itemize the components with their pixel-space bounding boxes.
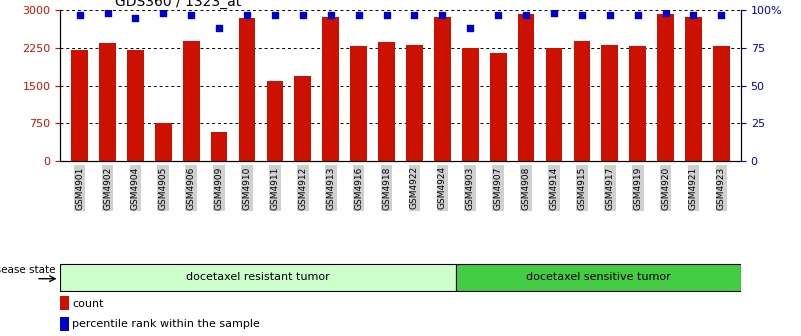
Text: GSM4924: GSM4924 xyxy=(438,166,447,209)
Point xyxy=(603,12,616,17)
Bar xyxy=(685,17,702,161)
Text: GSM4913: GSM4913 xyxy=(326,166,336,210)
Text: count: count xyxy=(72,299,103,308)
Text: GSM4922: GSM4922 xyxy=(410,166,419,209)
Text: GSM4907: GSM4907 xyxy=(493,166,503,210)
Text: GSM4915: GSM4915 xyxy=(578,166,586,210)
Point xyxy=(464,26,477,31)
Text: GSM4902: GSM4902 xyxy=(103,166,112,210)
Bar xyxy=(350,46,367,161)
Text: GSM4908: GSM4908 xyxy=(521,166,530,210)
Text: GSM4912: GSM4912 xyxy=(298,166,308,210)
Text: GSM4921: GSM4921 xyxy=(689,166,698,210)
Text: disease state: disease state xyxy=(0,265,55,275)
Point xyxy=(380,12,393,17)
Bar xyxy=(630,46,646,161)
Bar xyxy=(60,317,69,331)
Point xyxy=(324,12,337,17)
Point xyxy=(520,12,533,17)
Point xyxy=(659,10,672,16)
Text: GSM4903: GSM4903 xyxy=(465,166,475,210)
Bar xyxy=(60,296,69,310)
Text: GSM4920: GSM4920 xyxy=(661,166,670,210)
Bar xyxy=(99,43,116,161)
Text: GSM4914: GSM4914 xyxy=(549,166,558,210)
Bar xyxy=(434,16,451,161)
Text: GSM4919: GSM4919 xyxy=(633,166,642,210)
Bar xyxy=(183,41,199,161)
Text: GSM4909: GSM4909 xyxy=(215,166,223,210)
Point xyxy=(296,12,309,17)
Text: GDS360 / 1323_at: GDS360 / 1323_at xyxy=(115,0,241,9)
Point xyxy=(575,12,588,17)
Bar xyxy=(545,48,562,161)
Bar xyxy=(602,45,618,161)
Bar xyxy=(267,81,284,161)
Point xyxy=(268,12,281,17)
Text: GSM4901: GSM4901 xyxy=(75,166,84,210)
Text: GSM4906: GSM4906 xyxy=(187,166,195,210)
Bar xyxy=(406,45,423,161)
Bar xyxy=(211,132,227,161)
Bar xyxy=(322,16,339,161)
Point xyxy=(492,12,505,17)
Point xyxy=(687,12,700,17)
Text: GSM4918: GSM4918 xyxy=(382,166,391,210)
Text: GSM4917: GSM4917 xyxy=(606,166,614,210)
Text: GSM4905: GSM4905 xyxy=(159,166,168,210)
Point xyxy=(129,15,142,20)
Text: docetaxel resistant tumor: docetaxel resistant tumor xyxy=(187,272,330,282)
Point xyxy=(73,12,86,17)
Bar xyxy=(457,263,741,291)
Text: GSM4916: GSM4916 xyxy=(354,166,363,210)
Point xyxy=(715,12,728,17)
Bar xyxy=(574,41,590,161)
Text: docetaxel sensitive tumor: docetaxel sensitive tumor xyxy=(526,272,671,282)
Text: GSM4910: GSM4910 xyxy=(243,166,252,210)
Point xyxy=(240,12,253,17)
Point xyxy=(548,10,561,16)
Point xyxy=(213,26,226,31)
Text: GSM4911: GSM4911 xyxy=(271,166,280,210)
Bar xyxy=(378,42,395,161)
Point xyxy=(352,12,365,17)
Point xyxy=(408,12,421,17)
Point xyxy=(185,12,198,17)
Bar xyxy=(462,48,479,161)
Bar xyxy=(127,50,144,161)
Point xyxy=(101,10,114,16)
Text: percentile rank within the sample: percentile rank within the sample xyxy=(72,319,260,329)
Point xyxy=(157,10,170,16)
Bar xyxy=(517,14,534,161)
Point xyxy=(631,12,644,17)
Text: GSM4904: GSM4904 xyxy=(131,166,140,210)
Bar xyxy=(657,14,674,161)
Point xyxy=(436,12,449,17)
Bar xyxy=(239,17,256,161)
Bar xyxy=(155,124,171,161)
Bar xyxy=(713,46,730,161)
Bar xyxy=(71,50,88,161)
Bar xyxy=(295,76,312,161)
Text: GSM4923: GSM4923 xyxy=(717,166,726,210)
Bar xyxy=(60,263,457,291)
Bar xyxy=(489,53,506,161)
